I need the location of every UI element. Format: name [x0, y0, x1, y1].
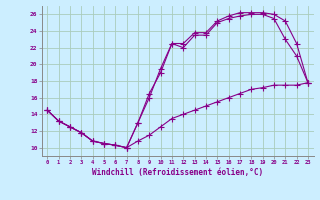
X-axis label: Windchill (Refroidissement éolien,°C): Windchill (Refroidissement éolien,°C): [92, 168, 263, 177]
